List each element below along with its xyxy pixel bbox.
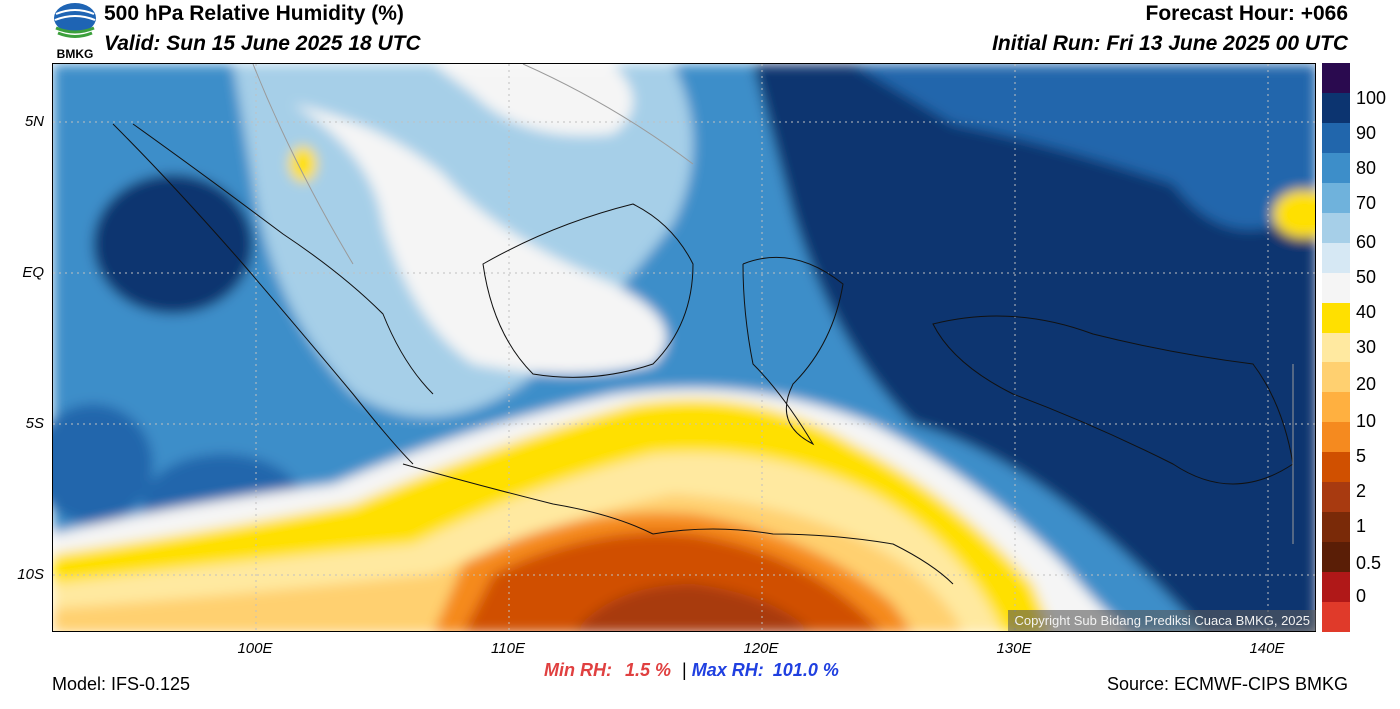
colorbar-label: 100	[1356, 88, 1387, 108]
colorbar-segment	[1322, 542, 1350, 573]
colorbar-label: 20	[1356, 374, 1377, 394]
lat-label-5s: 5S	[25, 415, 44, 432]
min-rh-label: Min RH:	[544, 660, 612, 680]
colorbar-segment	[1322, 302, 1350, 334]
colorbar-segment	[1322, 152, 1350, 184]
colorbar-label: 2	[1356, 481, 1367, 501]
colorbar-label: 5	[1356, 446, 1367, 466]
forecast-hour: Forecast Hour: +066	[1145, 2, 1349, 25]
colorbar-label: 1	[1356, 516, 1367, 536]
max-rh-value: 101.0 %	[772, 660, 839, 680]
colorbar-label: 60	[1356, 232, 1377, 252]
colorbar-segment	[1322, 242, 1350, 274]
logo-text: BMKG	[57, 47, 94, 60]
colorbar-segment	[1322, 452, 1350, 483]
colorbar-label: 50	[1356, 267, 1377, 287]
valid-time: Valid: Sun 15 June 2025 18 UTC	[104, 32, 421, 55]
colorbar-label: 90	[1356, 123, 1377, 143]
colorbar-segment	[1322, 122, 1350, 154]
colorbar-segment	[1322, 422, 1350, 453]
colorbar-label: 70	[1356, 193, 1377, 213]
colorbar-label: 10	[1356, 411, 1377, 431]
model-label: Model: IFS-0.125	[52, 674, 191, 694]
colorbar-segment	[1322, 602, 1350, 633]
copyright-notice: Copyright Sub Bidang Prediksi Cuaca BMKG…	[1008, 610, 1316, 631]
chart-title: 500 hPa Relative Humidity (%)	[104, 2, 404, 25]
colorbar-segment	[1322, 362, 1350, 393]
lat-label-5n: 5N	[24, 113, 44, 130]
lon-label-110e: 110E	[491, 640, 525, 657]
colorbar-segment	[1322, 572, 1350, 603]
colorbar-segment	[1322, 63, 1350, 94]
colorbar-label: 30	[1356, 337, 1377, 357]
colorbar-segment	[1322, 92, 1350, 124]
colorbar-segment	[1322, 182, 1350, 214]
max-rh-label: Max RH:	[691, 660, 764, 680]
rh-stats: Min RH: 1.5 % | Max RH: 101.0 %	[544, 660, 839, 681]
colorbar-segment	[1322, 332, 1350, 363]
colorbar-label: 40	[1356, 302, 1377, 322]
source-label: Source: ECMWF-CIPS BMKG	[1106, 674, 1348, 694]
lon-label-120e: 120E	[743, 640, 779, 657]
colorbar-label: 0	[1356, 586, 1367, 606]
colorbar-label: 80	[1356, 158, 1377, 178]
colorbar-segment	[1322, 482, 1350, 513]
lat-label-10s: 10S	[17, 566, 44, 583]
colorbar-segment	[1322, 392, 1350, 423]
lon-label-140e: 140E	[1249, 640, 1285, 657]
bmkg-logo: BMKG	[50, 2, 100, 61]
colorbar-label: 0.5	[1356, 553, 1382, 573]
initial-run: Initial Run: Fri 13 June 2025 00 UTC	[992, 32, 1348, 55]
colorbar	[1322, 63, 1350, 633]
colorbar-segment	[1322, 512, 1350, 543]
humidity-map	[52, 63, 1316, 632]
lat-label-eq: EQ	[22, 264, 44, 281]
stats-separator: |	[682, 660, 687, 680]
colorbar-segment	[1322, 272, 1350, 304]
lon-label-130e: 130E	[996, 640, 1032, 657]
min-rh-value: 1.5 %	[625, 660, 672, 680]
lon-label-100e: 100E	[237, 640, 273, 657]
colorbar-segment	[1322, 212, 1350, 244]
